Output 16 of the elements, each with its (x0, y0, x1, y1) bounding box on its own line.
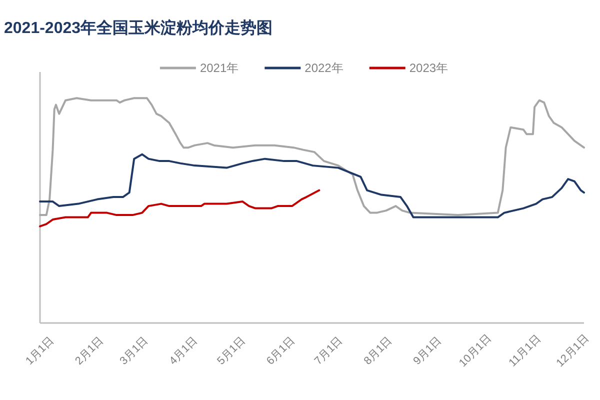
x-tick-label: 2月1日 (73, 334, 106, 368)
x-tick-label: 9月1日 (411, 334, 444, 368)
x-tick-label: 3月1日 (118, 334, 150, 368)
x-tick-label: 4月1日 (167, 334, 200, 368)
chart-title: 2021-2023年全国玉米淀粉均价走势图 (4, 19, 273, 37)
x-tick-label: 11月1日 (506, 332, 544, 370)
legend-label: 2022年 (304, 61, 344, 75)
x-tick-label: 8月1日 (362, 334, 395, 368)
legend-label: 2021年 (200, 61, 239, 75)
x-tick-label: 5月1日 (215, 334, 248, 368)
x-tick-label: 6月1日 (264, 334, 298, 368)
x-tick-label: 7月1日 (312, 334, 346, 368)
x-tick-label: 10月1日 (457, 332, 494, 370)
x-tick-label: 1月1日 (24, 334, 56, 368)
legend-label: 2023年 (409, 61, 448, 75)
x-tick-label: 12月1日 (554, 332, 592, 370)
